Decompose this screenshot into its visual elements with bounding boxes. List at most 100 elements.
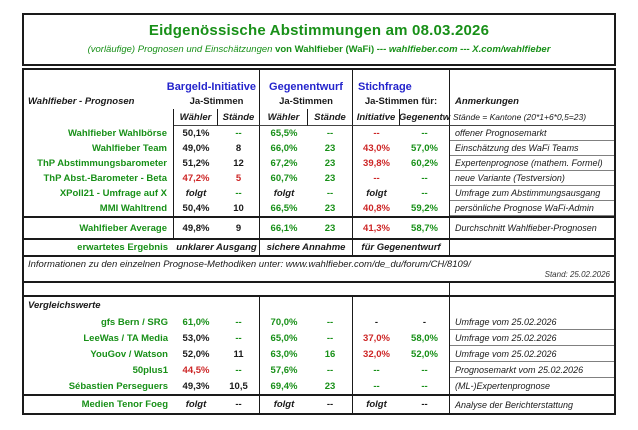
expected-result-row: erwartetes Ergebnis unklarer Ausgang sic… <box>24 240 614 257</box>
value-cell-stichfrage-gegenentw: -- <box>400 378 450 394</box>
value-cell-stichfrage-initiative: - <box>374 316 379 328</box>
value-cell-bargeld-waehler: folgt <box>185 399 207 410</box>
value-cell-bargeld-staende: -- <box>218 126 260 141</box>
value-cell-gegenentwurf-staende: 23 <box>308 156 353 171</box>
row-label: Wahlfieber Team <box>24 141 174 156</box>
subtitle-links: --- wahlfieber.com --- X.com/wahlfieber <box>376 44 551 55</box>
prognosen-rows: Wahlfieber Wahlbörse 50,1% -- 65,5% -- -- -- of… <box>24 126 614 216</box>
subtitle-author: von Wahlfieber (WaFi) <box>275 44 375 55</box>
value-cell-gegenentwurf-staende: -- <box>308 396 353 413</box>
empty-cell <box>353 297 450 314</box>
value-cell-bargeld-staende: 10 <box>218 201 260 216</box>
value-cell-stichfrage-gegenentw: 57,0% <box>400 141 450 156</box>
title-box: Eidgenössische Abstimmungen am 08.03.202… <box>22 13 616 66</box>
subtitle-prefix: (vorläufige) Prognosen und Einschätzunge… <box>87 44 273 55</box>
value-cell-gegenentwurf-staende: 23 <box>308 171 353 186</box>
value-cell-bargeld-staende: -- <box>218 396 260 413</box>
col-header-waehler-bargeld: Wähler <box>174 109 218 126</box>
value-cell-gegenentwurf-waehler: 60,7% <box>270 173 298 184</box>
staende-note: Stände = Kantone (20*1+6*0,5=23) <box>450 109 614 126</box>
value-cell-bargeld-staende: 12 <box>218 156 260 171</box>
value-cell-stichfrage-gegenentw: -- <box>400 186 450 201</box>
row-label: Medien Tenor Foeg <box>81 399 168 410</box>
row-label: Wahlfieber Average <box>24 218 174 238</box>
value-cell-gegenentwurf-staende: -- <box>308 362 353 378</box>
row-label: LeeWas / TA Media <box>83 332 168 344</box>
annotation: Durchschnitt Wahlfieber-Prognosen <box>455 223 597 233</box>
header-group-bargeld: Bargeld-Initiative <box>167 70 260 94</box>
vergleichswerte-rows: gfs Bern / SRG 61,0% -- 70,0% -- - - Umfrage vo… <box>24 314 614 394</box>
value-cell-bargeld-waehler: 51,2% <box>182 158 210 169</box>
prognosis-row: Wahlfieber Team 49,0% 8 66,0% 23 43,0% 57,0% Ei… <box>24 141 614 156</box>
value-cell-bargeld-staende: 11 <box>218 346 260 362</box>
annotation: Einschätzung des WaFi Teams <box>450 141 614 156</box>
value-cell-gegenentwurf-waehler: 66,5% <box>270 203 298 214</box>
col-header-staende-gegenentwurf: Stände <box>308 109 353 126</box>
value-cell-stichfrage-gegenentw: -- <box>400 126 450 141</box>
value-cell-stichfrage-initiative: folgt <box>366 399 387 410</box>
prognosis-row: Wahlfieber Wahlbörse 50,1% -- 65,5% -- -- -- of… <box>24 126 614 141</box>
value-cell-gegenentwurf-waehler: 65,0% <box>270 332 298 344</box>
row-label: Wahlfieber Wahlbörse <box>24 126 174 141</box>
row-label: erwartetes Ergebnis <box>77 242 168 253</box>
value-cell-bargeld-staende: -- <box>218 362 260 378</box>
value-cell-bargeld-staende: 5 <box>218 171 260 186</box>
value-cell-bargeld-waehler: folgt <box>185 188 207 199</box>
value-cell-gegenentwurf-staende: 23 <box>308 141 353 156</box>
value-cell-stichfrage-initiative: 37,0% <box>363 332 390 344</box>
value-cell-stichfrage-initiative: 39,8% <box>363 158 390 169</box>
row-label: 50plus1 <box>132 364 168 376</box>
value-cell-bargeld-staende: -- <box>218 186 260 201</box>
annotation: persönliche Prognose WaFi-Admin <box>450 201 614 216</box>
col-header-waehler-gegenentwurf: Wähler <box>260 109 308 126</box>
column-header-row: Wähler Stände Wähler Stände Initiative G… <box>24 109 614 126</box>
value-cell-bargeld-staende: 10,5 <box>218 378 260 394</box>
value-cell-gegenentwurf-waehler: 63,0% <box>270 348 298 360</box>
annotation: Umfrage vom 25.02.2026 <box>450 346 614 362</box>
annotation: Expertenprognose (mathem. Formel) <box>450 156 614 171</box>
value-cell-bargeld-waehler: 49,8% <box>182 222 210 234</box>
comparison-row: YouGov / Watson 52,0% 11 63,0% 16 32,0% 52,0% U… <box>24 346 614 362</box>
ja-stimmen-gegenentwurf: Ja-Stimmen <box>260 94 353 109</box>
annotation: Umfrage zum Abstimmungsausgang <box>450 186 614 201</box>
value-cell-bargeld-waehler: 52,0% <box>182 348 210 360</box>
ja-stimmen-stichfrage: Ja-Stimmen für: <box>353 94 450 109</box>
annotation: neue Variante (Testversion) <box>450 171 614 186</box>
page-title: Eidgenössische Abstimmungen am 08.03.202… <box>148 22 490 39</box>
value-cell-stichfrage-initiative: -- <box>373 128 380 139</box>
comparison-row: LeeWas / TA Media 53,0% -- 65,0% -- 37,0% 58,0… <box>24 330 614 346</box>
value-cell-stichfrage-initiative: 32,0% <box>363 348 390 360</box>
prognosis-row: ThP Abst.-Barometer - Beta 47,2% 5 60,7% 23 -… <box>24 171 614 186</box>
value-cell-stichfrage-gegenentw: 60,2% <box>400 156 450 171</box>
value-cell-gegenentwurf-waehler: 66,0% <box>270 143 298 154</box>
value-cell-bargeld-waehler: 53,0% <box>182 332 210 344</box>
header-group-stichfrage: Stichfrage <box>353 70 450 94</box>
value-cell-stichfrage-initiative: 43,0% <box>363 143 390 154</box>
value-cell-stichfrage-initiative: folgt <box>366 188 387 199</box>
value-cell-gegenentwurf-staende: 16 <box>308 346 353 362</box>
stand-label: Stand: 25.02.2026 <box>544 270 610 279</box>
expected-stichfrage: für Gegenentwurf <box>353 240 450 255</box>
value-cell-stichfrage-initiative: -- <box>373 364 380 376</box>
value-cell-gegenentwurf-waehler: 70,0% <box>270 316 298 328</box>
annotation: offener Prognosemarkt <box>450 126 614 141</box>
row-label: gfs Bern / SRG <box>100 316 168 328</box>
empty-cell <box>450 283 614 295</box>
info-row: Informationen zu den einzelnen Prognose-… <box>24 257 614 283</box>
prognosis-row: XPoll21 - Umfrage auf X folgt -- folgt -- fol… <box>24 186 614 201</box>
value-cell-bargeld-staende: -- <box>218 314 260 330</box>
empty-cell <box>24 109 174 126</box>
comparison-row: Sébastien Perseguers 49,3% 10,5 69,4% 23 -- --… <box>24 378 614 394</box>
average-row-container: Wahlfieber Average 49,8% 9 66,1% 23 41,3% 58,7… <box>24 216 614 240</box>
col-header-gegenentw: Gegenentw <box>399 109 450 126</box>
value-cell-bargeld-waehler: 49,0% <box>182 143 210 154</box>
col-header-initiative: Initiative <box>353 109 400 126</box>
table-left-header: Wahlfieber - Prognosen <box>28 96 135 107</box>
comparison-row: gfs Bern / SRG 61,0% -- 70,0% -- - - Umfrage vo… <box>24 314 614 330</box>
row-label: XPoll21 - Umfrage auf X <box>24 186 174 201</box>
vergleichswerte-title-row: Vergleichswerte <box>24 297 614 314</box>
expected-bargeld: unklarer Ausgang <box>174 240 260 255</box>
row-label: YouGov / Watson <box>90 348 168 360</box>
value-cell-stichfrage-gegenentw: 58,7% <box>400 218 450 238</box>
value-cell-stichfrage-initiative: -- <box>373 380 380 392</box>
